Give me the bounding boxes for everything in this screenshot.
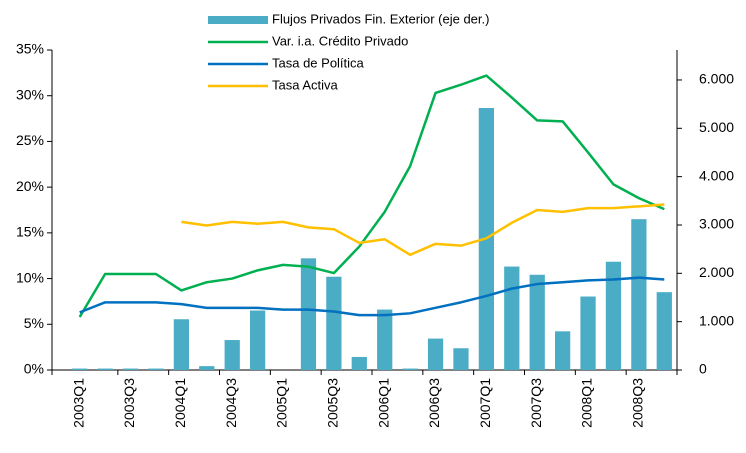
y2-tick-label: 6.000 [699,71,734,87]
y-tick-label: 35% [16,41,44,57]
y-tick-label: 0% [24,361,44,377]
y2-tick-label: 4.000 [699,167,734,183]
x-tick-label: 2006Q1 [375,378,391,428]
line [79,276,665,317]
bar [605,261,622,370]
y2-tick-label: 3.000 [699,216,734,232]
legend-label: Flujos Privados Fin. Exterior (eje der.) [272,11,489,26]
y2-tick-label: 0 [699,361,707,377]
legend-label: Tasa Activa [272,77,339,92]
y-tick-label: 15% [16,224,44,240]
bar [300,258,317,370]
bar [504,266,520,370]
y-tick-label: 10% [16,269,44,285]
bar [72,368,88,370]
bar [250,310,266,370]
x-tick-label: 2004Q1 [172,378,188,428]
bar [529,274,545,370]
bar [656,292,672,370]
y2-tick-label: 5.000 [699,119,734,135]
bar [427,338,444,370]
y-tick-label: 25% [16,132,44,148]
x-tick-label: 2005Q1 [274,378,290,428]
x-tick-label: 2007Q1 [477,378,493,428]
bar [631,219,647,370]
line [78,74,665,318]
y2-tick-label: 1.000 [699,312,734,328]
y2-tick-label: 2.000 [699,264,734,280]
x-tick-label: 2004Q3 [223,378,239,428]
x-tick-label: 2007Q3 [528,378,544,428]
bar [377,309,393,370]
bar [326,276,342,370]
bar [351,356,367,370]
bar [97,368,113,370]
legend-swatch [208,16,268,24]
y-tick-label: 30% [16,86,44,102]
line [181,203,665,257]
x-tick-label: 2008Q1 [579,378,595,428]
bar [402,368,418,370]
bar [580,296,596,370]
bar [122,368,139,370]
legend-label: Tasa de Política [272,55,365,70]
y-tick-label: 20% [16,178,44,194]
bar [555,331,571,370]
bar [148,368,164,370]
bar [453,348,469,370]
bar [173,319,189,370]
x-tick-label: 2008Q3 [630,378,646,428]
x-tick-label: 2005Q3 [325,378,341,428]
x-tick-label: 2003Q1 [70,378,86,428]
legend-label: Var. i.a. Crédito Privado [272,33,408,48]
x-tick-label: 2003Q3 [121,378,137,428]
bar [224,340,240,370]
x-tick-label: 2006Q3 [426,378,442,428]
y-tick-label: 5% [24,315,44,331]
bar [199,366,215,370]
